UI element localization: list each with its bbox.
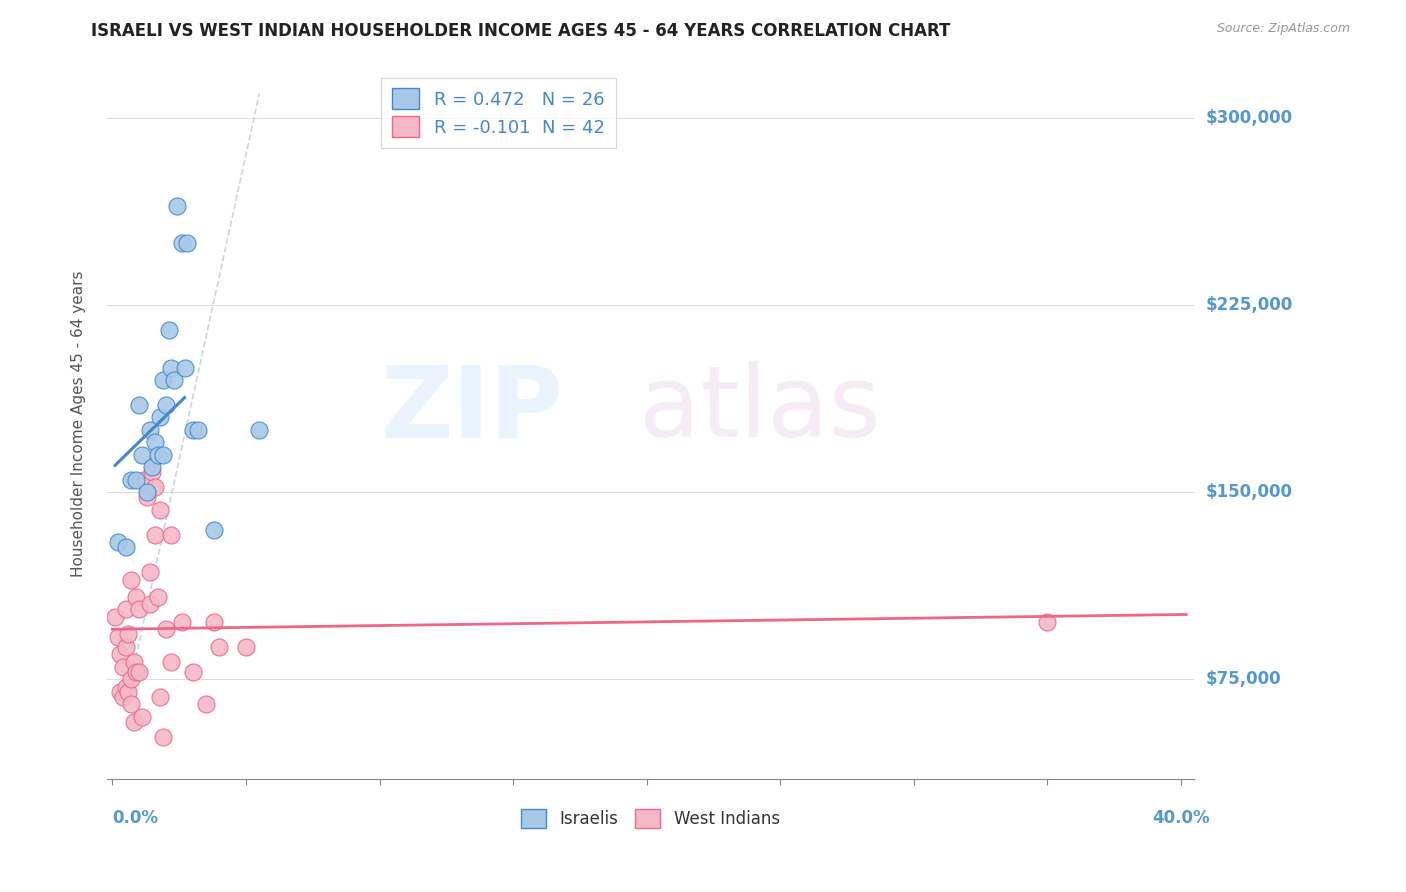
Point: [202, 523, 225, 537]
Text: 40.0%: 40.0%: [1152, 809, 1209, 828]
Point: [112, 690, 135, 704]
Point: [152, 373, 174, 387]
Point: [104, 610, 127, 624]
Point: [139, 423, 162, 437]
Point: [110, 684, 132, 698]
Legend: Israelis, West Indians: Israelis, West Indians: [515, 802, 786, 835]
Point: [120, 573, 142, 587]
Y-axis label: Householder Income Ages 45 - 64 years: Householder Income Ages 45 - 64 years: [72, 270, 86, 577]
Point: [149, 502, 172, 516]
Text: $300,000: $300,000: [1205, 110, 1292, 128]
Point: [163, 373, 186, 387]
Point: [139, 598, 162, 612]
Point: [181, 423, 204, 437]
Point: [152, 730, 174, 744]
Point: [114, 602, 136, 616]
Point: [176, 235, 198, 250]
Point: [125, 665, 148, 679]
Point: [122, 655, 145, 669]
Point: [160, 655, 183, 669]
Point: [143, 527, 166, 541]
Point: [128, 602, 150, 616]
Point: [125, 590, 148, 604]
Point: [143, 480, 166, 494]
Text: $225,000: $225,000: [1205, 296, 1292, 314]
Point: [117, 684, 139, 698]
Text: $75,000: $75,000: [1205, 670, 1281, 689]
Point: [202, 615, 225, 629]
Point: [235, 640, 257, 654]
Point: [114, 540, 136, 554]
Point: [120, 697, 142, 711]
Point: [208, 640, 231, 654]
Text: Source: ZipAtlas.com: Source: ZipAtlas.com: [1216, 22, 1350, 36]
Point: [120, 473, 142, 487]
Point: [181, 665, 204, 679]
Text: 0.0%: 0.0%: [112, 809, 159, 828]
Point: [173, 360, 195, 375]
Point: [160, 360, 183, 375]
Text: ZIP: ZIP: [381, 361, 564, 458]
Point: [166, 199, 188, 213]
Point: [155, 623, 177, 637]
Point: [125, 473, 148, 487]
Point: [170, 615, 193, 629]
Point: [128, 398, 150, 412]
Point: [114, 640, 136, 654]
Point: [170, 235, 193, 250]
Point: [120, 672, 142, 686]
Point: [1036, 615, 1059, 629]
Point: [117, 627, 139, 641]
Point: [160, 527, 183, 541]
Point: [143, 435, 166, 450]
Point: [247, 423, 270, 437]
Point: [107, 535, 129, 549]
Point: [107, 630, 129, 644]
Point: [187, 423, 209, 437]
Text: $150,000: $150,000: [1205, 483, 1292, 501]
Point: [110, 648, 132, 662]
Point: [149, 690, 172, 704]
Point: [146, 448, 169, 462]
Point: [141, 466, 163, 480]
Point: [128, 665, 150, 679]
Point: [131, 709, 153, 723]
Point: [134, 473, 156, 487]
Point: [131, 448, 153, 462]
Point: [152, 448, 174, 462]
Point: [136, 485, 159, 500]
Point: [122, 714, 145, 729]
Point: [155, 398, 177, 412]
Point: [141, 460, 163, 475]
Point: [112, 659, 135, 673]
Point: [139, 565, 162, 579]
Text: atlas: atlas: [638, 361, 880, 458]
Point: [157, 323, 180, 337]
Text: ISRAELI VS WEST INDIAN HOUSEHOLDER INCOME AGES 45 - 64 YEARS CORRELATION CHART: ISRAELI VS WEST INDIAN HOUSEHOLDER INCOM…: [91, 22, 950, 40]
Point: [194, 697, 217, 711]
Point: [149, 410, 172, 425]
Point: [146, 590, 169, 604]
Point: [136, 490, 159, 504]
Point: [114, 680, 136, 694]
